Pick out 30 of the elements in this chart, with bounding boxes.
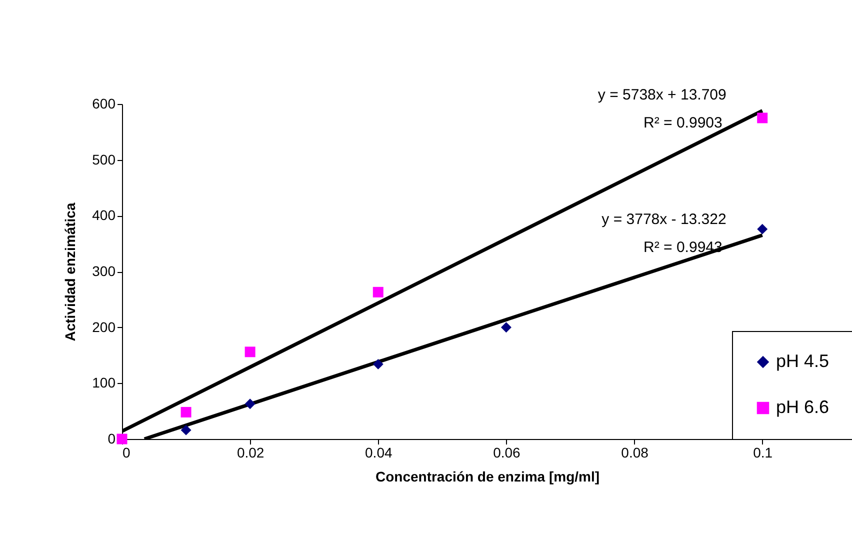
y-tick-label: 400 (92, 207, 116, 224)
x-tick-label: 0.02 (236, 444, 264, 460)
y-tick-label: 300 (92, 263, 116, 279)
annotation: R² = 0.9903 (644, 114, 722, 132)
point (244, 398, 256, 410)
point (244, 346, 256, 358)
y-tick-label: 0 (108, 430, 116, 446)
y-tick-label: 600 (92, 96, 116, 112)
legend-label: pH 6.6 (776, 397, 830, 417)
x-axis-title: Concentración de enzima [mg/ml] (375, 468, 600, 484)
y-tick-label: 500 (92, 151, 116, 168)
annotation: y = 3778x - 13.322 (602, 211, 726, 228)
point (757, 112, 768, 124)
text: y = 5738x + 13.709 (598, 86, 726, 104)
x-tick-label: 0.08 (621, 444, 649, 460)
x-tick-label: 0.04 (365, 444, 392, 460)
point (180, 406, 192, 418)
point (500, 322, 512, 333)
y-axis-title: Actividad enzimática (62, 202, 78, 342)
point (757, 224, 768, 234)
point (116, 434, 128, 444)
x-tick-label: 0 (122, 444, 130, 460)
point (180, 424, 192, 436)
x-tick-label: 0.06 (493, 444, 521, 460)
point (372, 358, 384, 370)
y-tick-label: 200 (92, 318, 116, 335)
y-tick-label: 100 (92, 374, 116, 391)
x-tick-label: 0.1 (753, 444, 773, 460)
point (372, 286, 384, 298)
legend-label: pH 4.5 (776, 351, 830, 371)
